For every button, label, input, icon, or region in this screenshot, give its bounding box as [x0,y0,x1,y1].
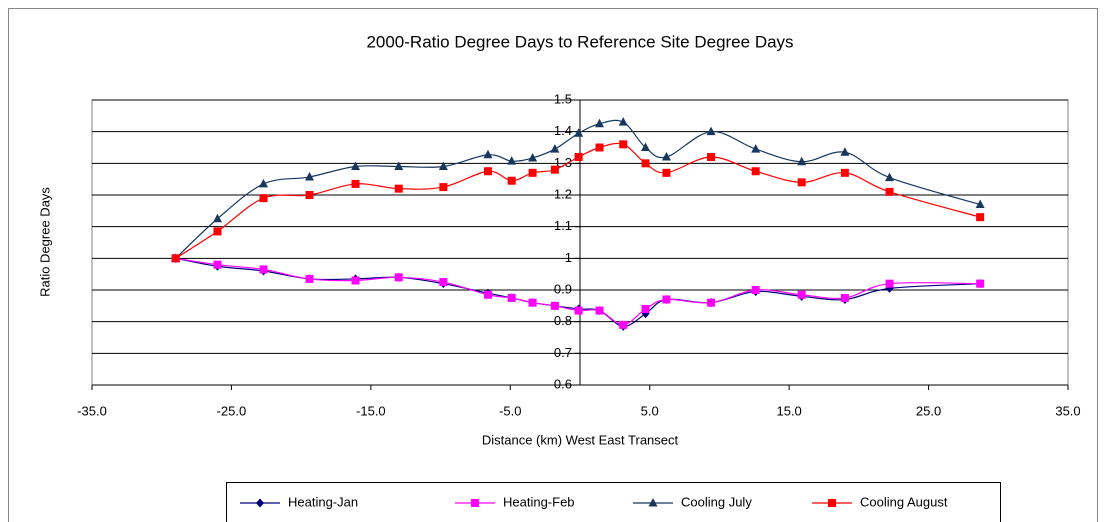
legend-label: Heating-Feb [503,494,575,509]
marker [662,295,671,304]
y-tick-label: 0.6 [554,376,572,391]
marker [507,176,516,185]
marker [840,293,849,302]
marker [828,499,836,507]
marker [751,167,760,176]
marker [619,140,628,149]
marker [507,156,517,165]
y-tick-label: 1.5 [554,91,572,106]
x-tick-label: 5.0 [641,403,659,418]
marker [797,156,807,166]
marker [305,171,315,181]
marker [976,279,985,288]
chart-title: 2000-Ratio Degree Days to Reference Site… [366,32,793,51]
marker [507,293,516,302]
marker [840,168,849,177]
marker [258,178,268,188]
marker [574,128,584,137]
marker [471,499,479,507]
marker [212,213,222,223]
x-tick-label: -5.0 [499,403,521,418]
x-axis-title: Distance (km) West East Transect [482,432,679,447]
marker [885,279,894,288]
marker [550,165,559,174]
marker [394,161,404,170]
x-tick-label: -25.0 [217,403,247,418]
y-tick-label: 0.8 [554,313,572,328]
marker [574,153,583,161]
marker [595,143,604,152]
legend-label: Heating-Jan [288,494,358,509]
marker [259,194,268,203]
x-tick-label: -15.0 [356,403,386,418]
marker [595,306,604,315]
marker [707,153,716,161]
marker [351,276,360,285]
marker [305,274,314,283]
marker [528,298,537,307]
marker [213,227,222,236]
marker [305,191,314,199]
marker [574,306,583,315]
legend-box [226,482,1001,522]
marker [618,117,628,126]
y-tick-label: 1.2 [554,186,572,201]
marker [706,126,716,136]
marker [595,118,605,128]
marker [885,172,895,182]
y-tick-label: 1.1 [554,218,572,233]
marker [751,144,761,153]
legend-label: Cooling July [681,494,752,509]
marker [438,161,448,170]
marker [483,149,493,159]
x-tick-label: 35.0 [1055,403,1080,418]
marker [213,260,222,269]
marker [256,498,264,508]
marker [797,290,806,299]
marker [528,168,537,177]
marker [394,184,403,193]
marker [975,199,985,208]
series-line [175,257,981,328]
marker [662,168,671,177]
marker [797,178,806,187]
marker [439,278,448,287]
marker [483,167,492,176]
marker [394,273,403,282]
marker [648,498,658,507]
marker [641,159,650,168]
series-line [175,257,981,326]
x-tick-label: 25.0 [916,403,941,418]
marker [619,320,628,329]
marker [528,152,538,162]
marker [641,142,651,151]
marker [885,187,894,196]
marker [259,265,268,274]
y-axis-title: Ratio Degree Days [37,187,52,297]
marker [439,183,448,192]
x-tick-label: 15.0 [776,403,801,418]
marker [351,179,360,188]
marker [483,290,492,299]
legend-label: Cooling August [860,494,948,509]
series-line [175,142,981,259]
marker [550,144,560,153]
y-tick-label: 1 [565,250,572,265]
marker [171,254,180,263]
y-tick-label: 0.7 [554,345,572,360]
marker [641,305,650,313]
series-line [175,119,981,259]
marker [550,301,559,310]
y-tick-label: 1.4 [554,123,572,138]
marker [751,286,760,294]
marker [351,161,361,170]
marker [707,298,716,307]
marker [661,152,671,161]
marker [976,213,985,222]
y-tick-label: 0.9 [554,281,572,296]
marker [840,147,850,156]
x-tick-label: -35.0 [77,403,107,418]
